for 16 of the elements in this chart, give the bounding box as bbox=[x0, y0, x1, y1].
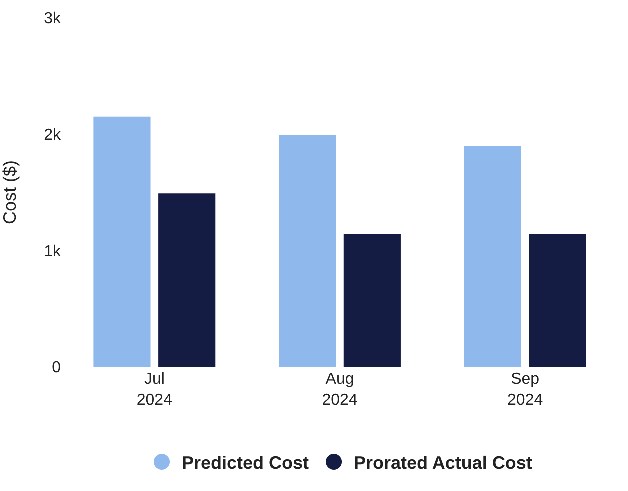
y-tick-label: 3k bbox=[44, 10, 62, 28]
bar bbox=[279, 136, 336, 367]
bar bbox=[158, 194, 216, 367]
bar bbox=[94, 116, 151, 367]
y-tick-label: 0 bbox=[52, 360, 62, 377]
legend-label: Predicted Cost bbox=[182, 453, 310, 473]
y-axis-title: Cost ($) bbox=[0, 160, 20, 225]
y-tick-label: 1k bbox=[44, 243, 62, 260]
bar bbox=[344, 234, 401, 367]
x-tick-label: Jul 2024 bbox=[136, 371, 173, 409]
bar bbox=[464, 146, 522, 367]
x-tick-label: Aug 2024 bbox=[322, 371, 358, 409]
x-tick-label: Sep 2024 bbox=[508, 371, 544, 409]
legend-label: Prorated Actual Cost bbox=[354, 453, 532, 473]
bar bbox=[529, 234, 586, 367]
y-tick-label: 2k bbox=[44, 126, 62, 144]
